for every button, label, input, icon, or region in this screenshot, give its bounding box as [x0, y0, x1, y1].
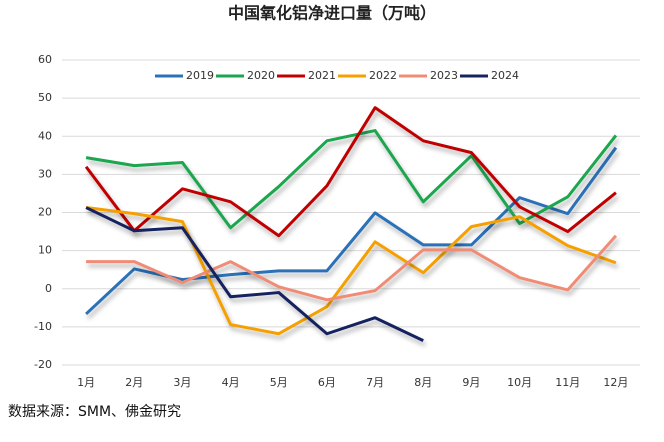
x-tick-label: 4月 [222, 376, 240, 389]
y-tick-label: 20 [38, 206, 52, 219]
series-line [85, 129, 618, 230]
y-tick-label: -10 [34, 320, 52, 333]
x-tick-label: 3月 [173, 376, 191, 389]
legend-label: 2022 [369, 69, 397, 82]
x-tick-label: 7月 [366, 376, 384, 389]
y-tick-label: 10 [38, 244, 52, 257]
x-tick-label: 10月 [507, 376, 532, 389]
y-tick-label: -20 [34, 358, 52, 371]
x-tick-label: 5月 [270, 376, 288, 389]
series-line [85, 206, 617, 336]
x-tick-label: 8月 [414, 376, 432, 389]
chart-title: 中国氧化铝净进口量（万吨） [228, 4, 436, 23]
legend-label: 2019 [186, 69, 214, 82]
legend-label: 2024 [491, 69, 519, 82]
legend-label: 2020 [247, 69, 275, 82]
series-line [86, 234, 618, 302]
series-line [85, 206, 424, 342]
x-tick-label: 11月 [555, 376, 580, 389]
legend-label: 2021 [308, 69, 336, 82]
y-tick-label: 0 [45, 282, 52, 295]
y-tick-label: 60 [38, 53, 52, 66]
legend-label: 2023 [430, 69, 458, 82]
x-tick-label: 12月 [603, 376, 628, 389]
x-tick-label: 2月 [125, 376, 143, 389]
x-tick-label: 9月 [462, 376, 480, 389]
y-tick-label: 30 [38, 167, 52, 180]
x-tick-label: 1月 [77, 376, 95, 389]
series-line [84, 106, 617, 238]
y-tick-label: 40 [38, 129, 52, 142]
source: 数据来源：SMM、佛金研究 [8, 404, 181, 420]
y-tick-label: 50 [38, 91, 52, 104]
x-tick-label: 6月 [318, 376, 336, 389]
